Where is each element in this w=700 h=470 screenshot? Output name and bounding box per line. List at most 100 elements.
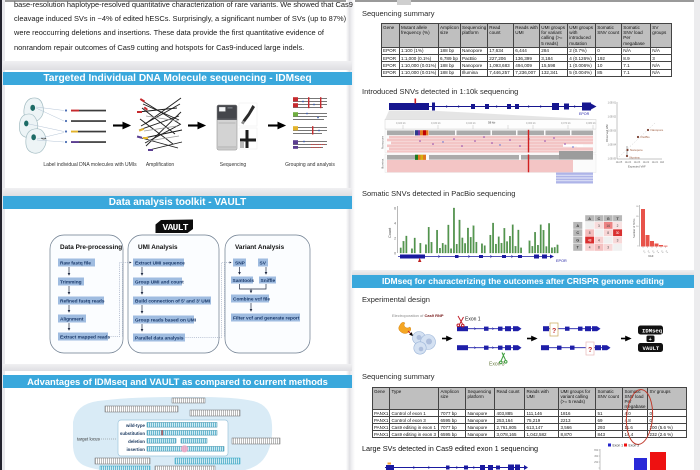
svg-text:9,020 kb: 9,020 kb bbox=[396, 122, 406, 125]
svg-text:9,040 kb: 9,040 kb bbox=[466, 122, 476, 125]
svg-text:deletion: deletion bbox=[128, 439, 145, 444]
svg-text:8: 8 bbox=[589, 231, 591, 235]
svg-text:0: 0 bbox=[637, 246, 639, 248]
svg-text:Number of SNVs: Number of SNVs bbox=[632, 218, 636, 238]
svg-text:target locus: target locus bbox=[77, 437, 101, 442]
svg-text:Data Pre-processing: Data Pre-processing bbox=[60, 244, 122, 251]
svg-text:0.1: 0.1 bbox=[642, 250, 646, 254]
svg-text:Group UMI and count: Group UMI and count bbox=[135, 280, 184, 286]
svg-text:Refined fastq reads: Refined fastq reads bbox=[60, 299, 105, 305]
svg-text:wild-type: wild-type bbox=[125, 423, 146, 428]
svg-text:EPOR: EPOR bbox=[556, 259, 567, 263]
svg-text:C: C bbox=[576, 231, 579, 235]
svg-text:30: 30 bbox=[616, 231, 620, 235]
svg-text:A: A bbox=[576, 224, 579, 228]
svg-text:Raw fastq file: Raw fastq file bbox=[60, 261, 91, 267]
svg-text:30: 30 bbox=[636, 206, 639, 208]
svg-text:Count: Count bbox=[388, 227, 392, 238]
svg-text:VAULT: VAULT bbox=[643, 345, 660, 352]
svg-text:Filter vcf and generate report: Filter vcf and generate report bbox=[233, 316, 300, 322]
svg-text:UMI Analysis: UMI Analysis bbox=[138, 244, 178, 251]
svg-text:Alignment: Alignment bbox=[60, 317, 84, 323]
svg-text:Observed VAF: Observed VAF bbox=[605, 124, 609, 142]
svg-text:Parallel data analysis: Parallel data analysis bbox=[135, 336, 184, 342]
svg-text:Exon 1: Exon 1 bbox=[465, 317, 481, 323]
svg-text:Nanopore: Nanopore bbox=[630, 148, 643, 152]
svg-text:Nanopore: Nanopore bbox=[651, 128, 664, 132]
svg-text:Build connection of 5' and 3': Build connection of 5' and 3' UMI bbox=[135, 299, 211, 305]
svg-text:IDMseq: IDMseq bbox=[642, 327, 662, 334]
svg-text:1.0E-04: 1.0E-04 bbox=[608, 144, 617, 147]
svg-text:1E0: 1E0 bbox=[660, 161, 665, 164]
svg-text:substitution: substitution bbox=[120, 431, 145, 436]
svg-text:T: T bbox=[577, 246, 580, 250]
svg-text:Sniffle: Sniffle bbox=[261, 278, 276, 284]
svg-text:4: 4 bbox=[394, 221, 396, 225]
svg-text:Exon 3: Exon 3 bbox=[489, 362, 505, 368]
svg-text:1.0E-02: 1.0E-02 bbox=[608, 116, 617, 119]
svg-text:1.0E-03: 1.0E-03 bbox=[608, 130, 617, 133]
svg-text:?: ? bbox=[552, 328, 556, 335]
svg-text:8: 8 bbox=[607, 231, 609, 235]
svg-text:+: + bbox=[649, 337, 652, 343]
svg-text:insertion: insertion bbox=[126, 447, 145, 452]
svg-text:9,030 kb: 9,030 kb bbox=[431, 122, 441, 125]
svg-text:6%: 6% bbox=[594, 448, 598, 452]
svg-text:1E-03: 1E-03 bbox=[634, 161, 641, 164]
svg-text:0.2: 0.2 bbox=[647, 250, 651, 254]
svg-text:1.0E-01: 1.0E-01 bbox=[608, 102, 617, 105]
svg-text:Samtools: Samtools bbox=[233, 278, 255, 284]
svg-text:SNP: SNP bbox=[235, 261, 246, 267]
svg-text:2: 2 bbox=[617, 224, 619, 228]
svg-text:G: G bbox=[607, 217, 610, 221]
svg-text:Illumina: Illumina bbox=[381, 158, 385, 169]
svg-text:1E-04: 1E-04 bbox=[625, 161, 632, 164]
svg-text:2: 2 bbox=[394, 236, 396, 240]
svg-text:C: C bbox=[598, 217, 601, 221]
svg-text:4%: 4% bbox=[594, 454, 598, 458]
svg-text:Illumina: Illumina bbox=[630, 156, 640, 160]
svg-text:Electroporation of Cas9 RNP: Electroporation of Cas9 RNP bbox=[392, 313, 444, 318]
svg-text:48: 48 bbox=[588, 238, 592, 242]
svg-text:Extract mapped reads: Extract mapped reads bbox=[60, 335, 110, 341]
svg-text:Exon 3: Exon 3 bbox=[629, 444, 640, 448]
svg-text:G: G bbox=[576, 238, 579, 242]
svg-text:Combine vcf file: Combine vcf file bbox=[233, 297, 270, 303]
svg-text:VAF: VAF bbox=[648, 254, 654, 258]
svg-text:3: 3 bbox=[598, 224, 600, 228]
svg-text:T: T bbox=[616, 217, 619, 221]
svg-text:Exon 1: Exon 1 bbox=[613, 444, 624, 448]
svg-text:10: 10 bbox=[636, 226, 639, 228]
svg-text:Nanopore: Nanopore bbox=[381, 135, 385, 149]
svg-text:SV: SV bbox=[260, 261, 267, 267]
svg-text:?: ? bbox=[588, 347, 592, 354]
svg-text:0.4: 0.4 bbox=[656, 250, 660, 254]
svg-text:16: 16 bbox=[606, 224, 610, 228]
svg-text:Extract UMI sequence: Extract UMI sequence bbox=[135, 261, 185, 267]
svg-text:0.3: 0.3 bbox=[651, 250, 655, 254]
svg-text:3: 3 bbox=[607, 246, 609, 250]
svg-text:Variant Analysis: Variant Analysis bbox=[235, 244, 285, 251]
svg-text:20: 20 bbox=[636, 216, 639, 218]
svg-text:9,070 kb: 9,070 kb bbox=[561, 122, 571, 125]
svg-text:9,060 kb: 9,060 kb bbox=[526, 122, 536, 125]
svg-text:3: 3 bbox=[617, 238, 619, 242]
svg-text:0.6: 0.6 bbox=[665, 250, 669, 254]
svg-text:Expected VAF: Expected VAF bbox=[628, 165, 646, 169]
svg-text:8: 8 bbox=[598, 246, 600, 250]
svg-text:VAULT: VAULT bbox=[163, 222, 189, 233]
svg-text:EPOR: EPOR bbox=[579, 112, 590, 116]
svg-text:9,080 kb: 9,080 kb bbox=[586, 122, 596, 125]
svg-text:Group reads based on UMI: Group reads based on UMI bbox=[135, 318, 197, 324]
svg-text:A: A bbox=[588, 217, 591, 221]
svg-text:4: 4 bbox=[598, 238, 600, 242]
svg-text:1.0E-05: 1.0E-05 bbox=[608, 158, 617, 161]
svg-text:1E-05: 1E-05 bbox=[616, 161, 623, 164]
svg-text:6: 6 bbox=[394, 206, 396, 210]
svg-text:0: 0 bbox=[394, 251, 396, 255]
svg-text:4: 4 bbox=[589, 246, 591, 250]
svg-text:58 kb: 58 kb bbox=[488, 120, 496, 124]
svg-text:PacBio: PacBio bbox=[641, 135, 651, 139]
svg-text:1E-01: 1E-01 bbox=[652, 161, 659, 164]
svg-text:0.5: 0.5 bbox=[660, 250, 664, 254]
